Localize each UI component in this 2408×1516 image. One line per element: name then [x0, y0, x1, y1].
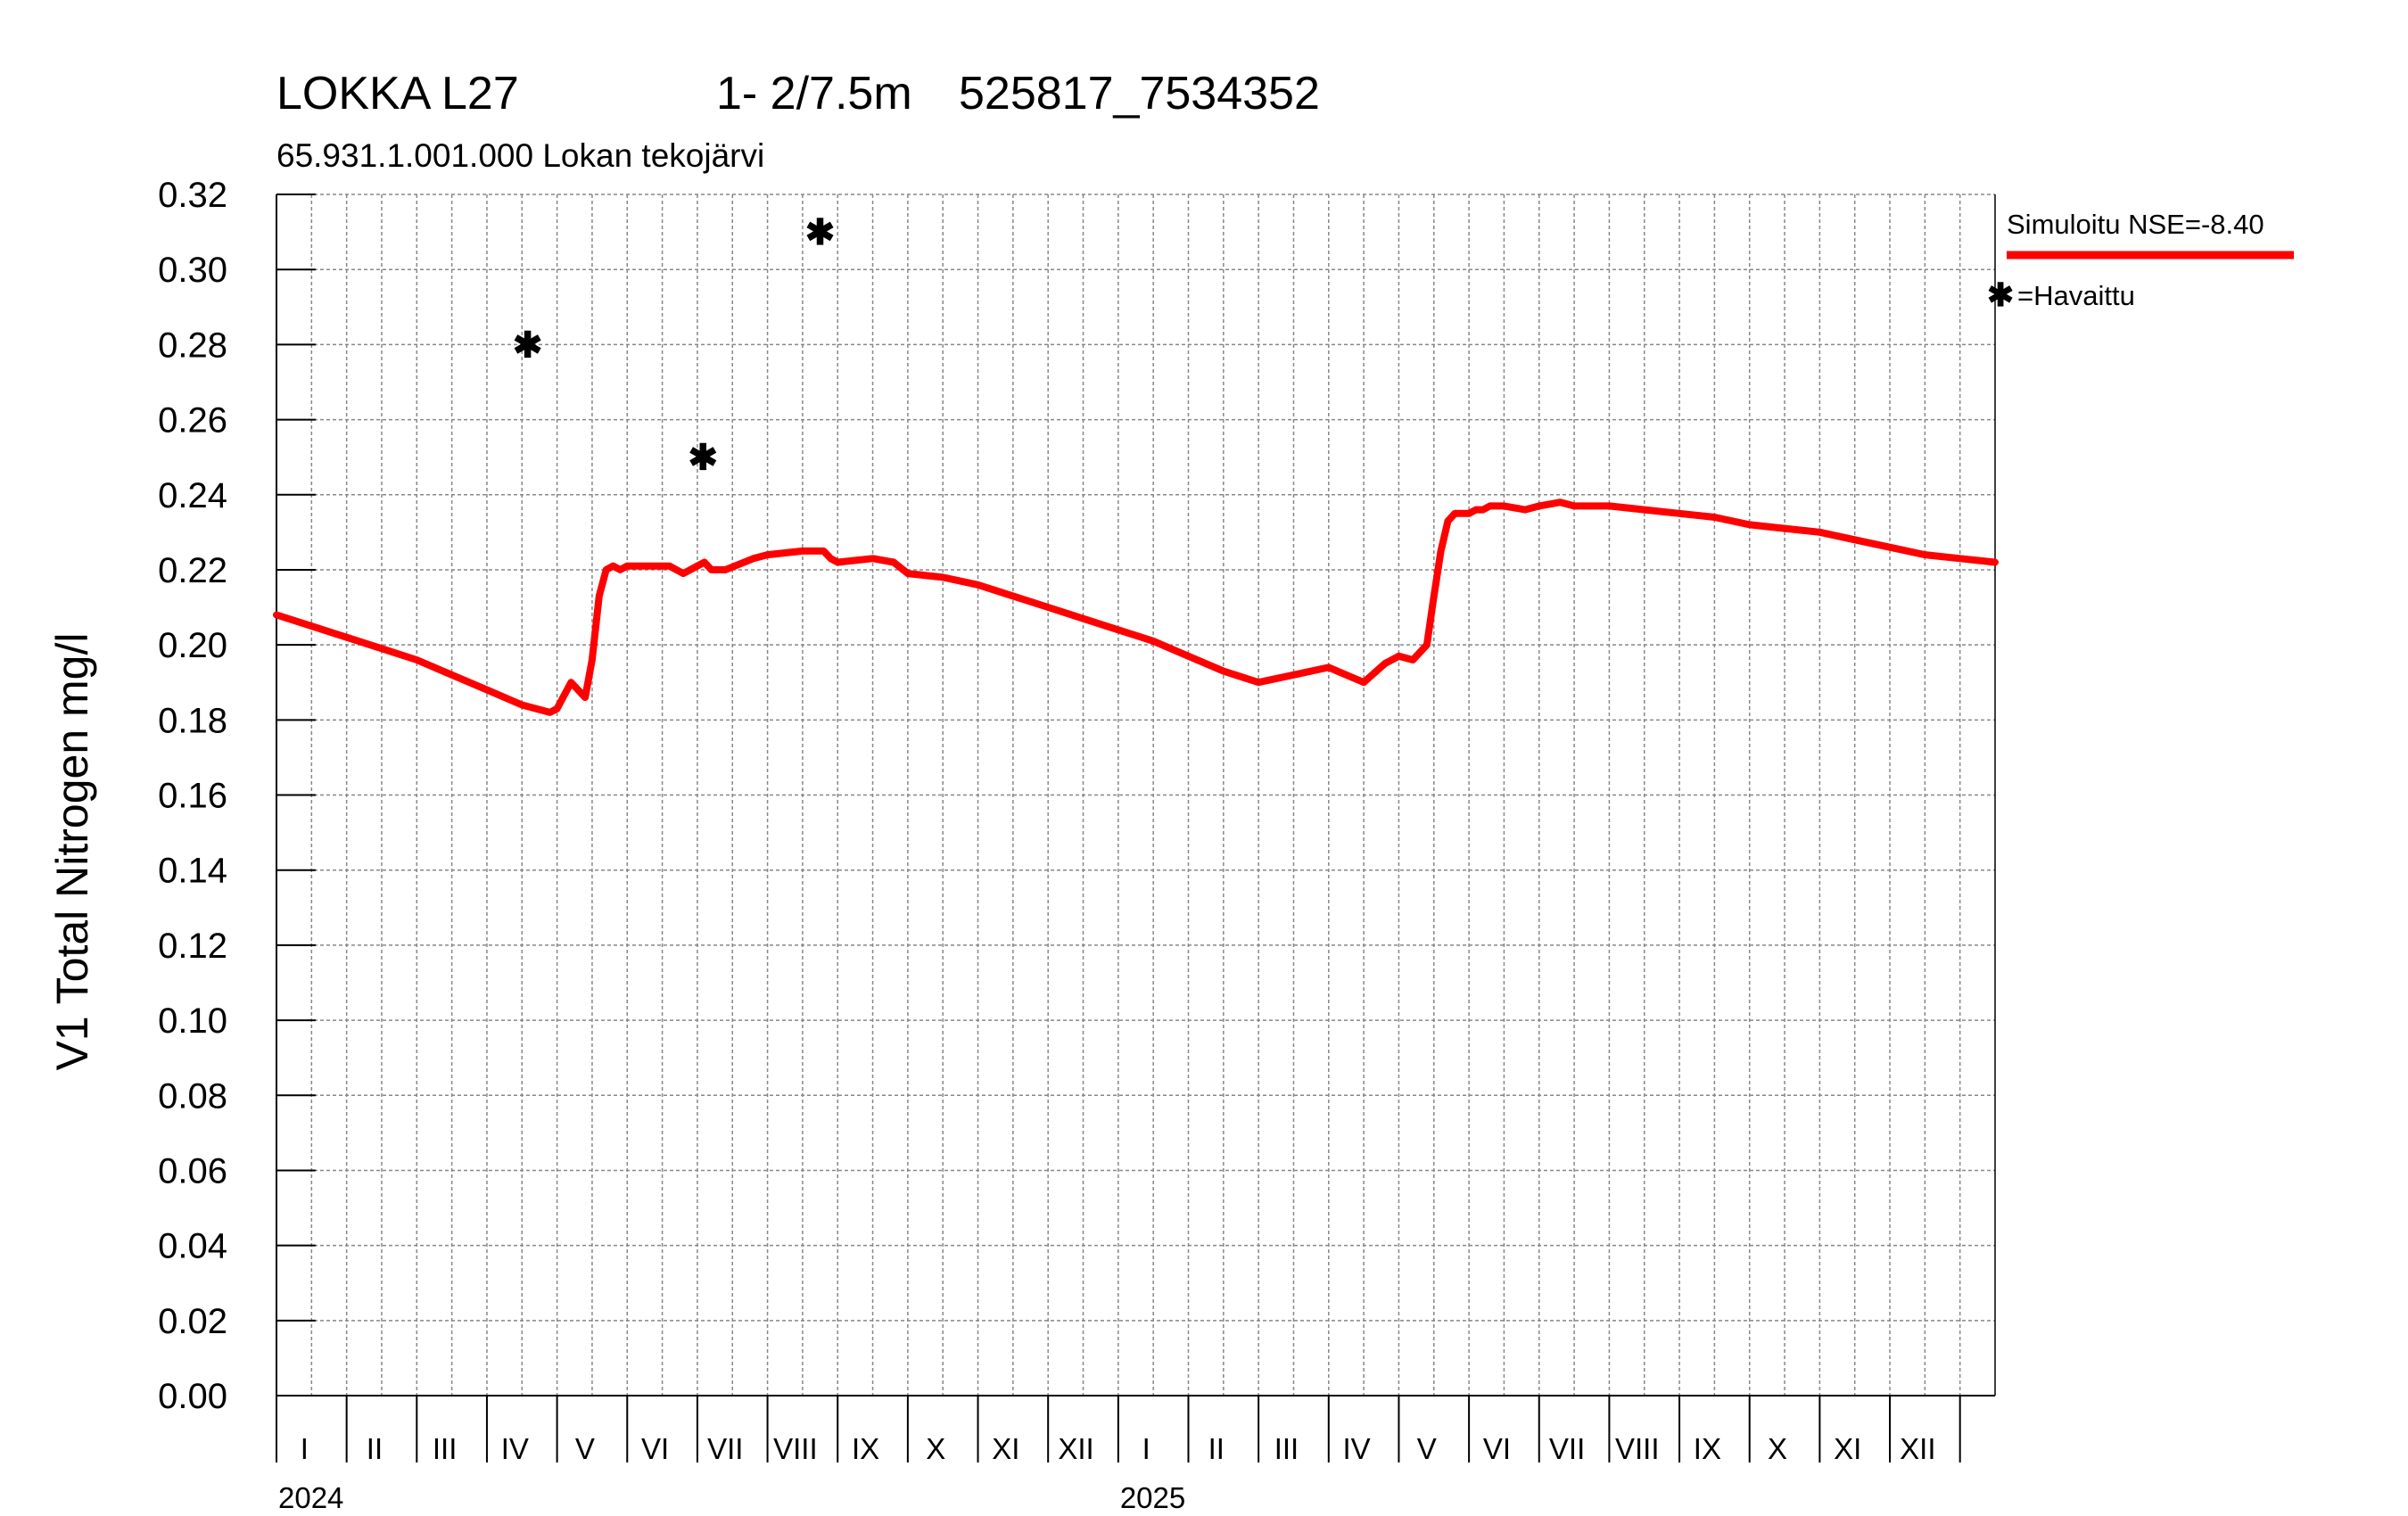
x-tick-label: IV: [501, 1432, 529, 1465]
y-tick-label: 0.08: [158, 1076, 227, 1116]
year-label: 2025: [1120, 1481, 1185, 1514]
x-tick-label: I: [1142, 1432, 1150, 1465]
x-tick-label: XI: [992, 1432, 1019, 1465]
simulated-series-line: [273, 498, 1999, 716]
y-tick-label: 0.30: [158, 251, 227, 290]
x-tick-label: VII: [1549, 1432, 1585, 1465]
y-tick-label: 0.28: [158, 325, 227, 365]
x-tick-label: VIII: [1615, 1432, 1660, 1465]
chart-title-station: LOKKA L27: [276, 68, 519, 119]
x-tick-label: IV: [1343, 1432, 1371, 1465]
legend-simulated-label: Simuloitu NSE=-8.40: [2007, 209, 2264, 240]
legend-observed-marker: ✱: [1987, 276, 2014, 313]
y-tick-label: 0.20: [158, 626, 227, 665]
x-tick-label: II: [1208, 1432, 1225, 1465]
observed-point: ✱: [805, 213, 836, 252]
x-tick-label: III: [433, 1432, 458, 1465]
x-tick-label: X: [1768, 1432, 1787, 1465]
x-tick-label: XI: [1834, 1432, 1861, 1465]
chart-title-coords: 525817_7534352: [959, 68, 1320, 119]
axes: 0.00 0.02 0.04 0.06 0.08 0.10 0.12 0.14 0.16 0.18…: [158, 176, 1996, 1514]
y-tick-label: 0.32: [158, 176, 227, 215]
y-tick-label: 0.24: [158, 476, 227, 515]
y-tick-label: 0.16: [158, 777, 227, 816]
x-tick-label: IX: [1694, 1432, 1721, 1465]
x-tick-label: VIII: [773, 1432, 818, 1465]
y-tick-label: 0.18: [158, 701, 227, 740]
x-tick-label: VI: [641, 1432, 669, 1465]
x-tick-label: VI: [1483, 1432, 1511, 1465]
y-tick-label: 0.10: [158, 1001, 227, 1041]
legend-observed-label: =Havaittu: [2017, 280, 2135, 311]
grid: [276, 194, 1995, 1397]
observed-point: ✱: [688, 439, 718, 478]
y-tick-label: 0.00: [158, 1377, 227, 1416]
x-tick-label: XII: [1058, 1432, 1093, 1465]
x-tick-label: IX: [852, 1432, 879, 1465]
x-tick-label: V: [575, 1432, 595, 1465]
x-tick-label: II: [367, 1432, 383, 1465]
y-tick-label: 0.04: [158, 1227, 227, 1266]
observed-point: ✱: [513, 325, 543, 365]
x-tick-label: VII: [707, 1432, 743, 1465]
y-tick-label: 0.26: [158, 401, 227, 441]
legend: Simuloitu NSE=-8.40 ✱ =Havaittu: [1987, 209, 2294, 313]
plot-area: ✱ ✱ ✱: [273, 213, 1999, 716]
chart-subtitle: 65.931.1.001.000 Lokan tekojärvi: [276, 137, 764, 174]
y-tick-label: 0.14: [158, 852, 227, 891]
x-tick-label: I: [301, 1432, 309, 1465]
x-tick-label: V: [1417, 1432, 1437, 1465]
x-tick-label: X: [926, 1432, 945, 1465]
x-tick-label: XII: [1900, 1432, 1935, 1465]
x-tick-label: III: [1274, 1432, 1299, 1465]
y-tick-label: 0.06: [158, 1151, 227, 1191]
y-tick-label: 0.22: [158, 551, 227, 590]
y-tick-label: 0.02: [158, 1302, 227, 1341]
year-label: 2024: [278, 1481, 343, 1514]
y-tick-label: 0.12: [158, 927, 227, 966]
y-axis-title: V1 Total Nitrogen mg/l: [47, 633, 97, 1071]
chart-title-depth: 1- 2/7.5m: [716, 68, 912, 119]
